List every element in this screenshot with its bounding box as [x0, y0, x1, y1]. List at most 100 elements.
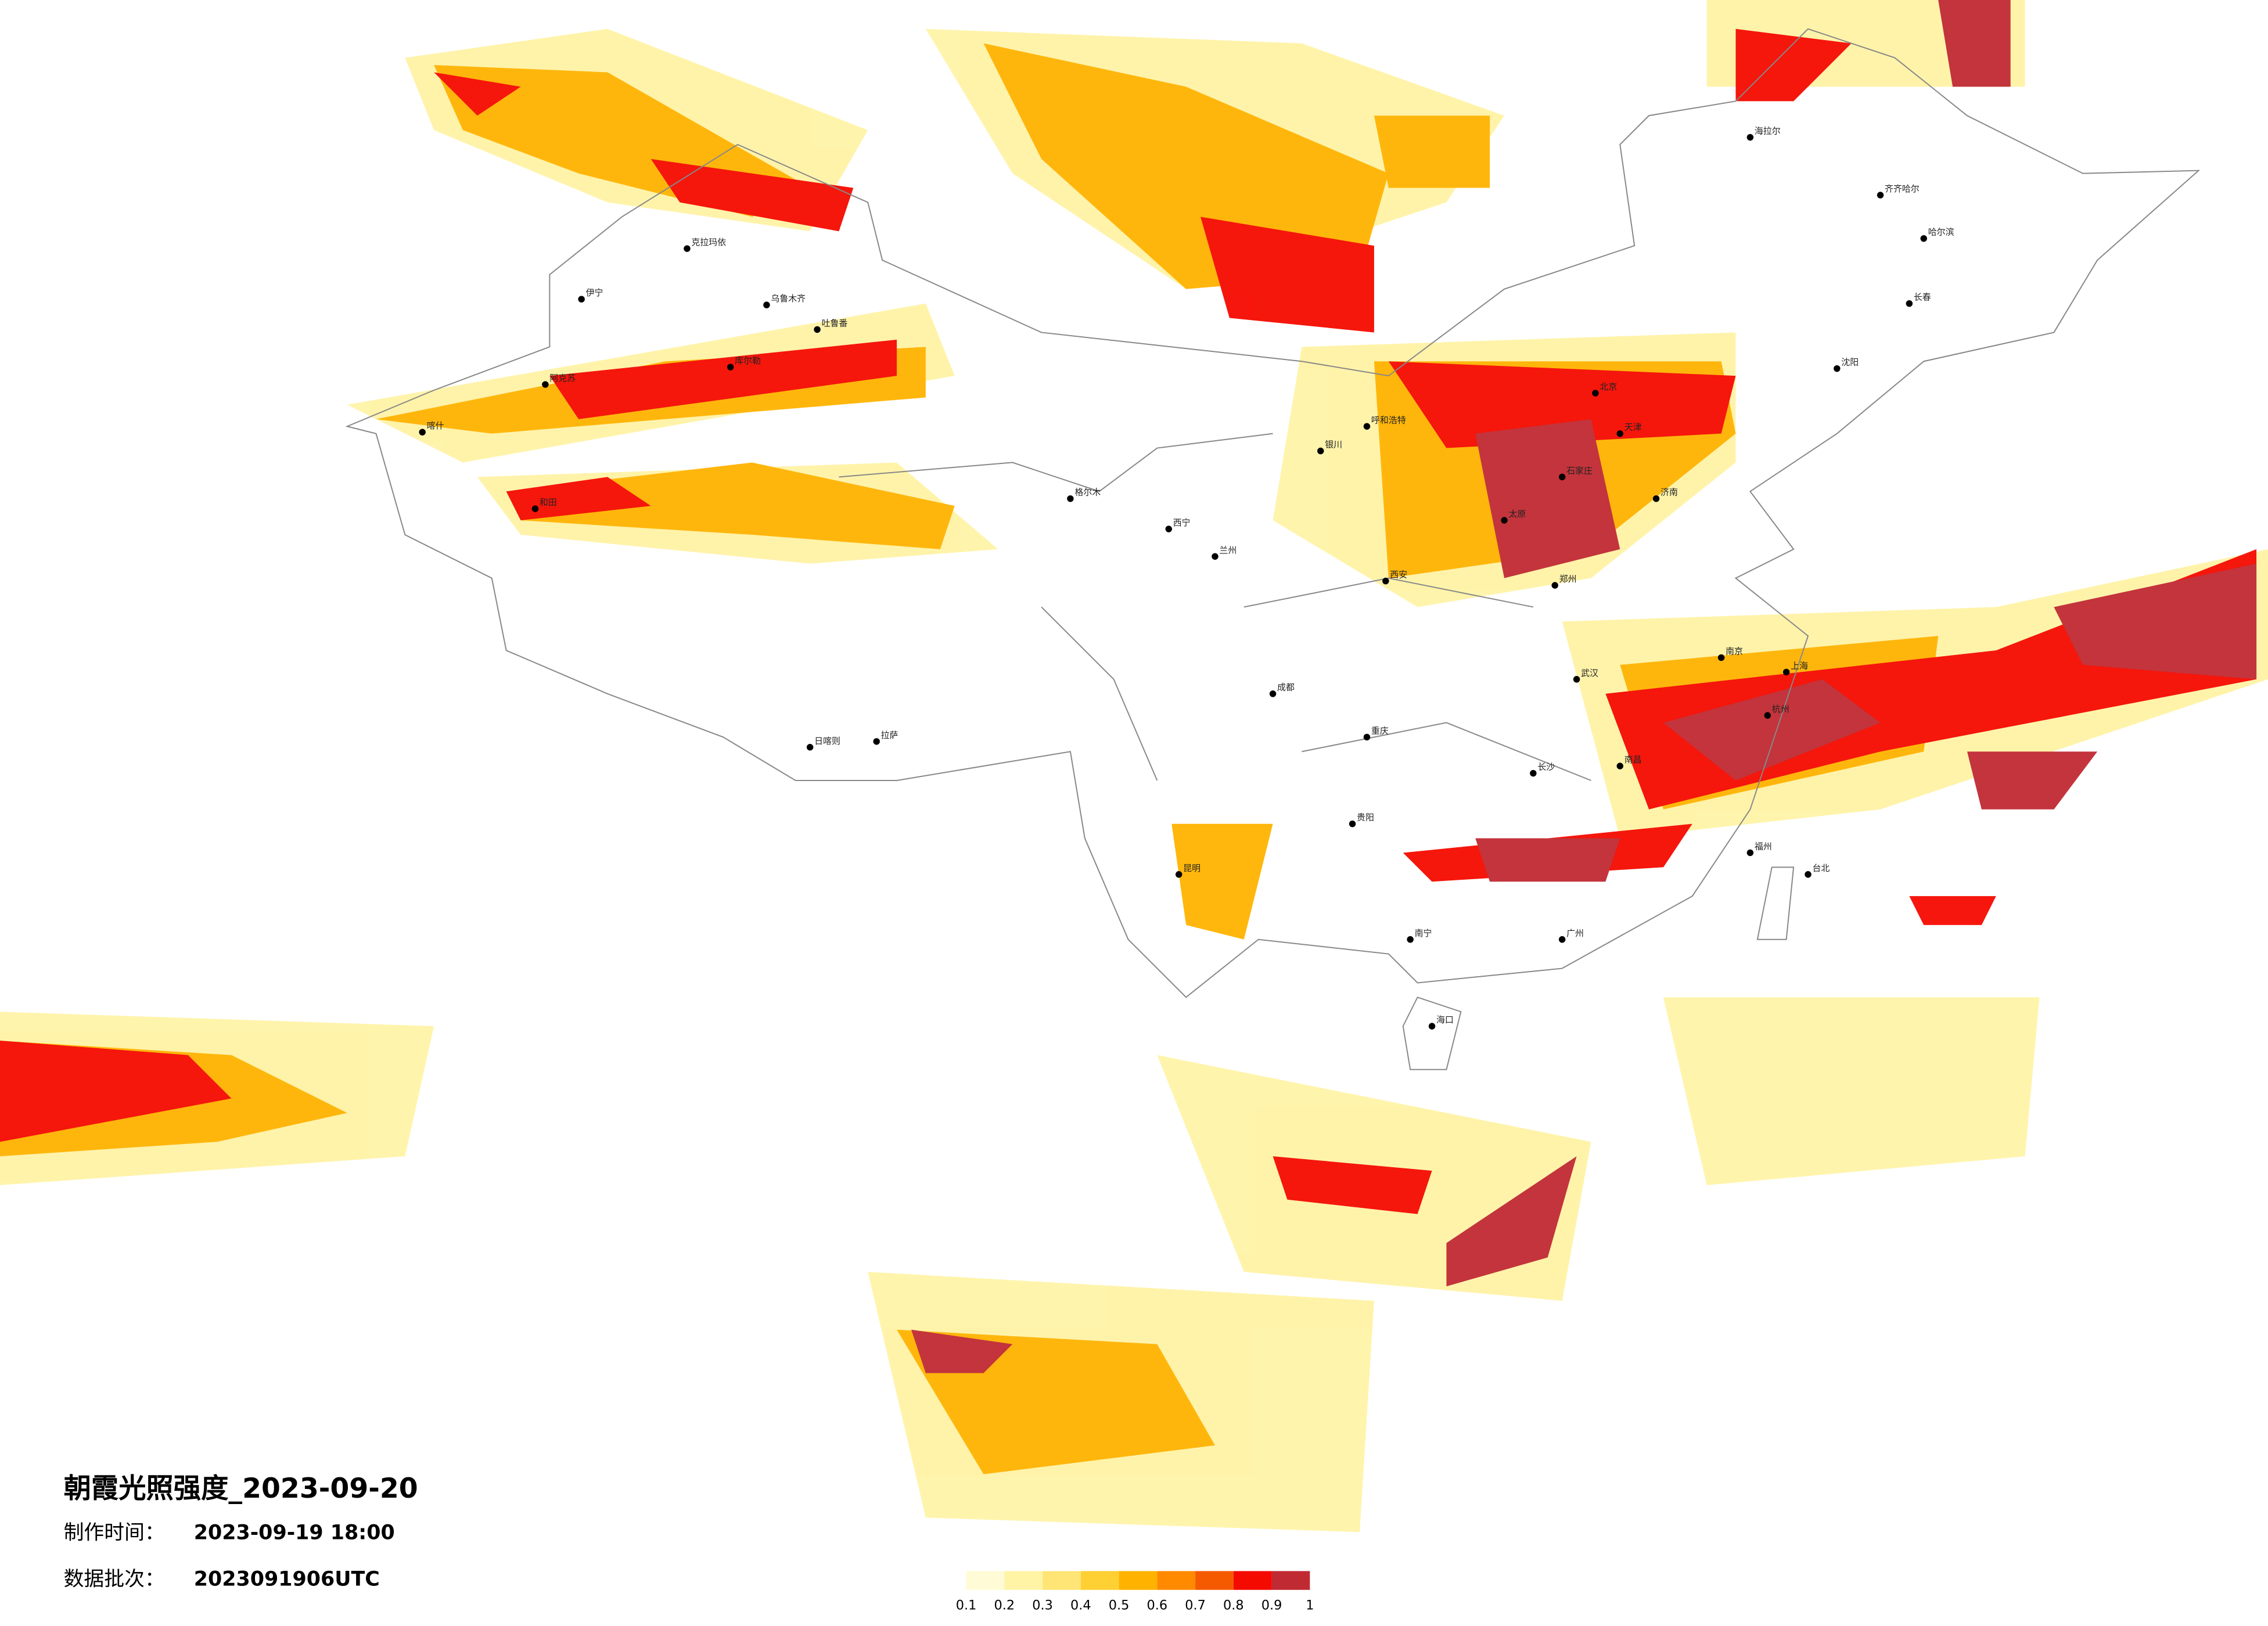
city-dot — [1906, 300, 1913, 307]
city-label: 西安 — [1390, 570, 1407, 580]
city-label: 贵阳 — [1357, 812, 1374, 823]
city-dot — [1573, 676, 1580, 683]
city-dot — [806, 744, 814, 751]
city-dot — [1212, 553, 1219, 560]
city-label: 上海 — [1791, 660, 1808, 671]
city-label: 济南 — [1660, 487, 1678, 498]
city-dot — [1877, 192, 1884, 199]
city-dot — [1920, 235, 1928, 242]
city-dot — [1317, 447, 1324, 455]
city-label: 呼和浩特 — [1371, 415, 1406, 425]
legend-tick-label: 0.4 — [1070, 1598, 1091, 1613]
city-dot — [1746, 849, 1754, 857]
legend-swatch — [1043, 1571, 1081, 1590]
legend-swatch — [1004, 1571, 1043, 1590]
city-label: 长春 — [1914, 292, 1931, 303]
city-label: 武汉 — [1581, 668, 1598, 678]
city-label: 沈阳 — [1841, 357, 1859, 368]
legend-tick-label: 0.2 — [994, 1598, 1015, 1613]
city-dot — [1349, 820, 1356, 828]
city-label: 长沙 — [1537, 762, 1555, 772]
city-dot — [684, 245, 691, 252]
city-dot — [1652, 495, 1660, 502]
city-label: 哈尔滨 — [1928, 227, 1954, 238]
city-dot — [727, 364, 734, 370]
legend-swatch — [1271, 1571, 1310, 1590]
city-dot — [1165, 526, 1172, 533]
city-label: 伊宁 — [586, 287, 603, 298]
city-dot — [1269, 690, 1277, 697]
city-label: 太原 — [1509, 509, 1526, 519]
city-dot — [419, 429, 426, 436]
city-dot — [1717, 654, 1725, 661]
city-dot — [542, 381, 549, 388]
city-label: 格尔木 — [1074, 487, 1101, 498]
city-dot — [1746, 134, 1754, 141]
city-label: 石家庄 — [1566, 465, 1593, 476]
city-label: 拉萨 — [881, 730, 898, 740]
city-label: 克拉玛依 — [691, 237, 726, 247]
city-label: 西宁 — [1173, 517, 1191, 528]
city-dot — [1363, 733, 1371, 741]
legend-swatch — [966, 1571, 1005, 1590]
city-dot — [763, 301, 770, 308]
city-label: 台北 — [1813, 863, 1830, 873]
legend-tick-label: 0.8 — [1223, 1598, 1244, 1613]
legend: 0.1 0.2 0.3 0.4 0.5 0.6 0.7 0.8 0.9 1 — [956, 1571, 1314, 1613]
city-dot — [1764, 712, 1771, 719]
city-dot — [578, 296, 585, 303]
legend-tick-label: 0.6 — [1147, 1598, 1168, 1613]
city-label: 昆明 — [1183, 863, 1201, 873]
title: 朝霞光照强度_2023-09-20 — [64, 1473, 418, 1505]
legend-swatch — [1119, 1571, 1158, 1590]
legend-tick-label: 0.7 — [1185, 1598, 1206, 1613]
city-dot — [1558, 936, 1566, 943]
city-label: 库尔勒 — [735, 355, 761, 366]
city-label: 齐齐哈尔 — [1885, 184, 1920, 194]
city-dot — [1407, 936, 1414, 943]
city-label: 吐鲁番 — [822, 318, 848, 329]
city-label: 南京 — [1726, 646, 1743, 656]
city-label: 海口 — [1436, 1015, 1454, 1025]
city-label: 广州 — [1566, 928, 1584, 938]
city-label: 乌鲁木齐 — [771, 293, 806, 304]
city-label: 天津 — [1624, 422, 1642, 433]
borders — [345, 28, 2201, 1070]
city-label: 重庆 — [1371, 725, 1389, 736]
city-label: 阿克苏 — [549, 373, 576, 383]
city-dot — [531, 505, 539, 512]
city-label: 银川 — [1325, 440, 1342, 450]
city-label: 海拉尔 — [1755, 125, 1781, 136]
city-dot — [1616, 762, 1624, 769]
city-dot — [873, 738, 880, 745]
city-dot — [1067, 495, 1074, 502]
batch-value: 2023091906UTC — [194, 1567, 380, 1591]
city-label: 日喀则 — [814, 736, 840, 746]
city-dot — [1175, 871, 1182, 878]
city-dot — [1501, 517, 1508, 524]
legend-swatch — [1157, 1571, 1196, 1590]
city-label: 兰州 — [1219, 545, 1237, 555]
city-dot — [1530, 769, 1537, 777]
city-label: 北京 — [1600, 382, 1617, 392]
city-dot — [1782, 668, 1790, 676]
city-label: 福州 — [1755, 841, 1772, 851]
city-label: 南宁 — [1415, 928, 1432, 938]
city-dot — [1834, 365, 1841, 372]
legend-tick-label: 0.3 — [1032, 1598, 1053, 1613]
city-dot — [1382, 577, 1389, 585]
city-dot — [1558, 473, 1566, 481]
legend-tick-label: 0.9 — [1261, 1598, 1282, 1613]
batch-label: 数据批次： — [64, 1567, 165, 1591]
city-label: 郑州 — [1559, 574, 1577, 584]
city-dot — [1805, 871, 1811, 878]
city-label: 南昌 — [1624, 754, 1642, 765]
legend-tick-label: 0.1 — [956, 1598, 977, 1613]
city-label: 和田 — [540, 497, 557, 508]
made-time-label: 制作时间： — [64, 1521, 165, 1545]
city-dot — [1616, 430, 1624, 437]
city-dot — [814, 326, 821, 333]
